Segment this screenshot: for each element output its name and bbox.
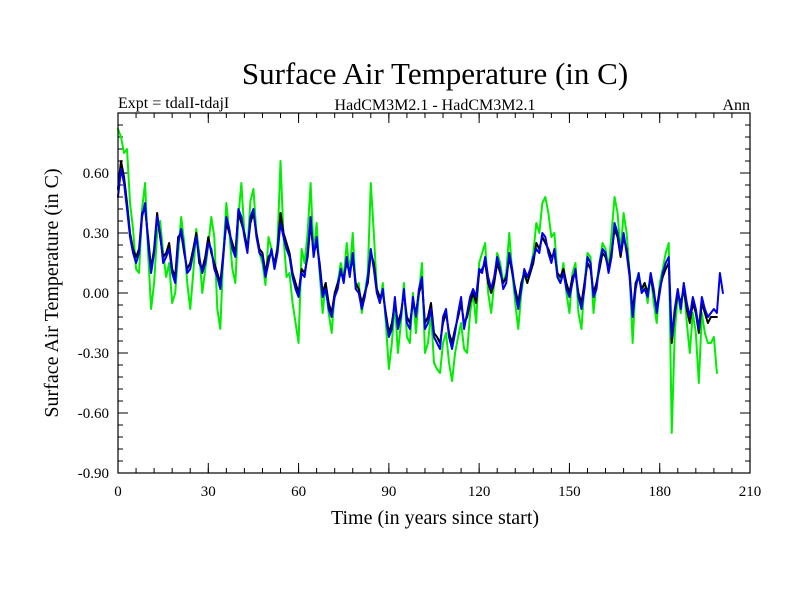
experiment-label: Expt = tdalI-tdajI bbox=[118, 95, 229, 112]
x-tick-label: 150 bbox=[558, 484, 581, 500]
x-tick-label: 30 bbox=[201, 484, 216, 500]
y-tick-label: 0.30 bbox=[83, 226, 109, 242]
x-tick-label: 180 bbox=[648, 484, 671, 500]
chart-title: Surface Air Temperature (in C) bbox=[242, 56, 628, 91]
x-tick-label: 210 bbox=[739, 484, 762, 500]
x-axis-label: Time (in years since start) bbox=[331, 507, 539, 529]
x-tick-label: 90 bbox=[381, 484, 396, 500]
series-line-blue bbox=[117, 168, 724, 350]
model-label: HadCM3M2.1 - HadCM3M2.1 bbox=[335, 97, 536, 114]
period-label: Ann bbox=[722, 97, 750, 114]
plot-frame bbox=[117, 112, 751, 474]
x-tick-label: 60 bbox=[291, 484, 306, 500]
y-tick-label: -0.90 bbox=[78, 466, 109, 482]
series-layer bbox=[117, 128, 724, 434]
series-line-green bbox=[117, 128, 718, 434]
y-tick-label: -0.30 bbox=[78, 346, 109, 362]
y-tick-label: 0.60 bbox=[83, 166, 109, 182]
x-tick-label: 0 bbox=[114, 484, 122, 500]
x-tick-label: 120 bbox=[468, 484, 491, 500]
y-axis-label: Surface Air Temperature (in C) bbox=[41, 168, 63, 417]
axis-ticks: 0 30 60 90 120 150 180 210 -0.90 -0.60 -0.30 0.00 0.… bbox=[78, 112, 762, 500]
y-tick-label: 0.00 bbox=[83, 286, 109, 302]
y-tick-label: -0.60 bbox=[78, 406, 109, 422]
